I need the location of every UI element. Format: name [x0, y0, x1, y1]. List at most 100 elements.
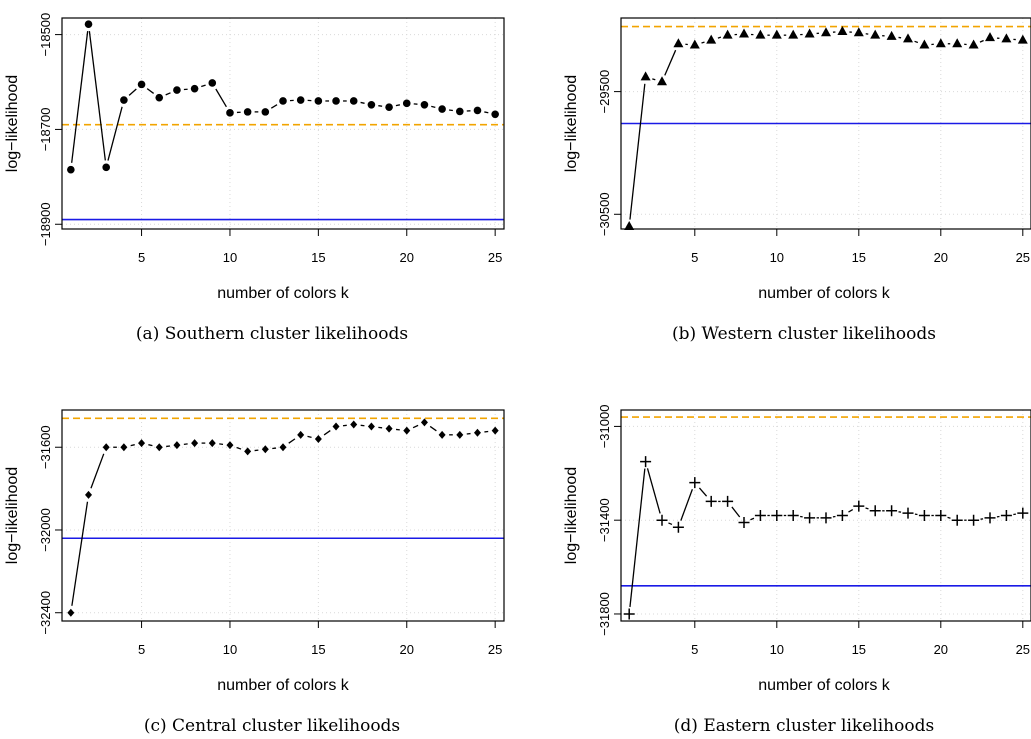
- data-point: [403, 426, 411, 435]
- x-tick-label: 5: [691, 250, 698, 265]
- data-point: [243, 108, 252, 116]
- data-point: [67, 608, 75, 617]
- data-point: [902, 507, 914, 519]
- y-tick-label: −18900: [38, 202, 53, 246]
- y-axis-title: log−likelihood: [563, 467, 580, 564]
- series-segment: [307, 435, 312, 438]
- y-tick-label: −32400: [38, 591, 53, 635]
- series-segment: [128, 88, 137, 96]
- data-point: [673, 38, 684, 48]
- data-point: [657, 76, 667, 86]
- data-point: [755, 29, 766, 39]
- data-point: [853, 500, 865, 512]
- data-point: [919, 39, 930, 49]
- series-segment: [236, 446, 242, 450]
- data-point: [491, 110, 499, 119]
- data-point: [820, 512, 832, 524]
- data-point: [656, 514, 668, 526]
- series-segment: [146, 88, 155, 94]
- data-point: [102, 443, 110, 452]
- panel-caption: (a) Southern cluster likelihoods: [136, 324, 408, 344]
- data-point: [296, 96, 305, 104]
- data-point: [739, 28, 749, 38]
- series-segment: [848, 509, 854, 513]
- data-point: [208, 439, 216, 448]
- x-tick-label: 20: [934, 250, 948, 265]
- data-point: [138, 439, 146, 448]
- data-point: [738, 517, 750, 529]
- plot-frame: [620, 17, 1031, 230]
- data-point: [102, 163, 110, 172]
- series-segment: [979, 39, 984, 43]
- data-point: [771, 510, 783, 521]
- data-point: [952, 38, 963, 48]
- data-point: [722, 29, 733, 39]
- x-tick-label: 5: [691, 642, 698, 657]
- data-point: [853, 27, 864, 37]
- x-tick-label: 25: [488, 250, 502, 265]
- data-point: [1001, 33, 1012, 43]
- plot-frame: [620, 409, 1031, 622]
- series-segment: [664, 49, 677, 76]
- y-axis-title: log−likelihood: [4, 467, 21, 564]
- plot-frame: [61, 409, 505, 622]
- data-point: [420, 418, 428, 427]
- x-tick-label: 25: [488, 642, 502, 657]
- data-point: [689, 477, 701, 489]
- y-tick-label: −31600: [38, 425, 53, 469]
- x-tick-label: 20: [934, 642, 948, 657]
- data-point: [869, 505, 881, 517]
- y-axis-title: log−likelihood: [563, 75, 580, 172]
- data-point: [367, 422, 375, 431]
- series-segment: [71, 501, 89, 606]
- series-segment: [701, 41, 705, 44]
- series-segment: [90, 453, 105, 489]
- x-axis-title: number of colors k: [217, 677, 350, 694]
- x-axis-title: number of colors k: [217, 285, 350, 302]
- series-segment: [412, 424, 419, 429]
- data-point: [787, 510, 799, 521]
- series-segment: [71, 31, 89, 163]
- series-segment: [646, 468, 661, 514]
- panel-caption: (d) Eastern cluster likelihoods: [674, 716, 934, 736]
- data-point: [314, 97, 323, 105]
- data-point: [837, 25, 848, 35]
- data-point: [385, 424, 393, 433]
- series-segment: [652, 78, 656, 81]
- series-segment: [395, 104, 401, 107]
- series-segment: [88, 31, 106, 161]
- chart-panel-1: 5 10 15 20 25 −18500 −18700 −18900 number of col…: [4, 13, 505, 344]
- series-segment: [448, 109, 453, 112]
- data-point: [623, 608, 635, 620]
- data-point: [1017, 34, 1028, 44]
- data-point: [984, 512, 996, 524]
- data-point: [968, 514, 980, 526]
- data-point: [491, 426, 499, 435]
- data-point: [1017, 507, 1029, 519]
- data-point: [438, 105, 446, 113]
- data-point: [191, 439, 199, 448]
- series-segment: [431, 105, 436, 109]
- x-tick-label: 10: [770, 642, 784, 657]
- data-point: [886, 505, 898, 517]
- data-point: [918, 510, 930, 521]
- series-segment: [629, 83, 646, 220]
- data-point: [155, 93, 164, 102]
- data-point: [968, 39, 979, 49]
- data-point: [173, 441, 181, 450]
- y-axis-title: log−likelihood: [4, 75, 21, 172]
- data-point: [672, 521, 684, 533]
- data-point: [804, 512, 816, 524]
- data-point: [67, 165, 75, 174]
- data-point: [402, 99, 411, 108]
- data-point: [935, 38, 946, 48]
- data-point: [706, 34, 717, 44]
- data-point: [624, 221, 635, 231]
- chart-panel-3: 5 10 15 20 25 −31600 −32000 −32400 number of col…: [4, 409, 505, 736]
- data-point: [261, 445, 269, 454]
- data-point: [190, 84, 199, 93]
- data-point: [985, 32, 995, 42]
- x-tick-label: 10: [223, 250, 237, 265]
- panel-caption: (b) Western cluster likelihoods: [672, 324, 936, 344]
